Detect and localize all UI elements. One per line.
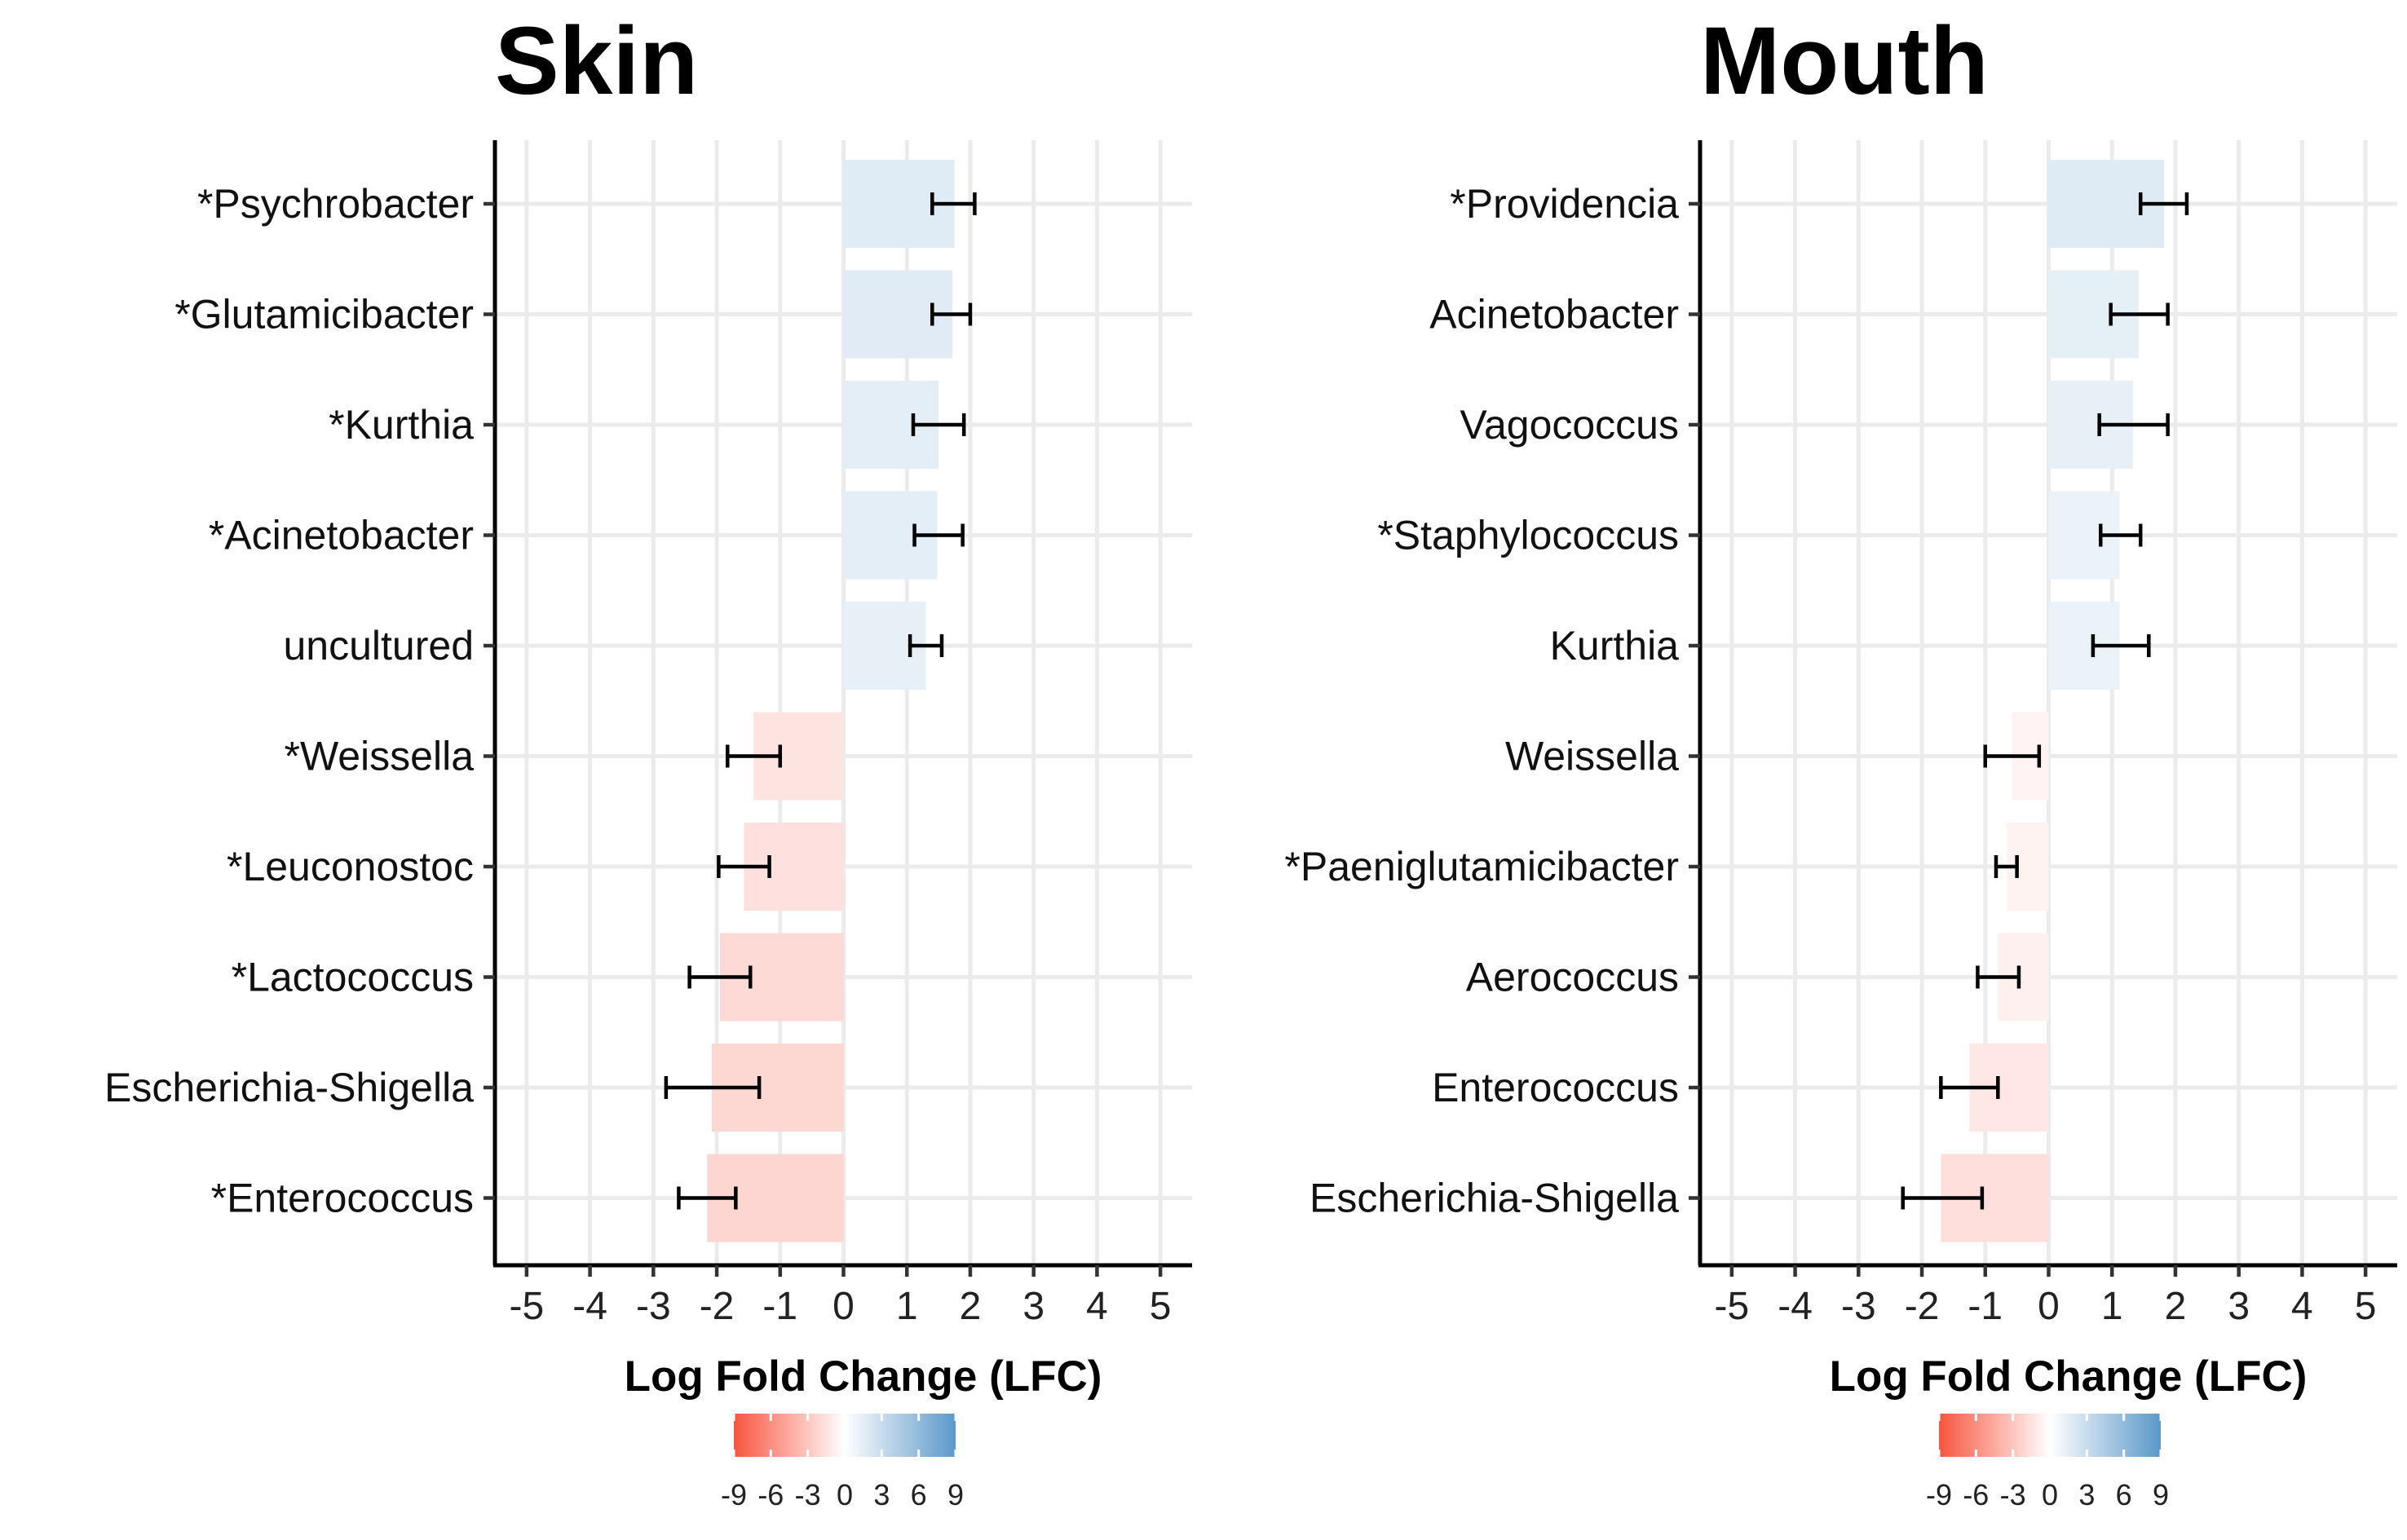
colorbar-tick-label: 6 bbox=[911, 1478, 927, 1511]
errorbar-psychrobacter bbox=[930, 192, 977, 215]
category-label: Enterococcus bbox=[1432, 1065, 1679, 1110]
category-label: *Kurthia bbox=[329, 402, 474, 448]
category-label: *Psychrobacter bbox=[197, 181, 474, 227]
errorbar-kurthia bbox=[911, 413, 966, 436]
x-tick-label: -4 bbox=[572, 1285, 607, 1328]
errorbar-lactococcus bbox=[687, 965, 753, 989]
category-label: *Glutamicibacter bbox=[174, 292, 474, 338]
x-tick-label: 4 bbox=[1086, 1285, 1108, 1328]
errorbar-enterococcus bbox=[677, 1186, 738, 1210]
colorbar-tick-label: 0 bbox=[2042, 1478, 2058, 1511]
errorbar-enterococcus bbox=[1939, 1076, 2000, 1099]
errorbar-acinetobacter bbox=[2109, 302, 2170, 326]
x-tick-label: -3 bbox=[1841, 1285, 1876, 1328]
errorbar-acinetobacter bbox=[912, 523, 965, 547]
x-tick-label: 5 bbox=[2355, 1285, 2377, 1328]
colorbar-tick-label: -3 bbox=[2000, 1478, 2026, 1511]
mouth-panel: Mouth *Providencia Acinetobacter Vagococcus… bbox=[1284, 7, 2397, 1511]
x-tick-label: -2 bbox=[700, 1285, 735, 1328]
colorbar-tick-label: -6 bbox=[757, 1478, 784, 1511]
x-tick-label: -1 bbox=[762, 1285, 797, 1328]
errorbar-weissella bbox=[726, 744, 783, 768]
colorbar-tick-label: 3 bbox=[873, 1478, 890, 1511]
mouth-title: Mouth bbox=[1700, 7, 1989, 115]
x-tick-label: -5 bbox=[510, 1285, 545, 1328]
errorbar-glutamicibacter bbox=[930, 302, 973, 326]
category-label: *Staphylococcus bbox=[1377, 513, 1679, 558]
errorbar-paeniglutamicibacter bbox=[1994, 855, 2019, 878]
colorbar-tick-label: -3 bbox=[795, 1478, 821, 1511]
category-label: Escherichia-Shigella bbox=[104, 1065, 474, 1110]
x-tick-label: 3 bbox=[2228, 1285, 2250, 1328]
x-tick-label: -5 bbox=[1715, 1285, 1750, 1328]
x-tick-label: 2 bbox=[2165, 1285, 2187, 1328]
skin-title: Skin bbox=[495, 7, 698, 115]
errorbar-uncultured bbox=[908, 634, 944, 657]
x-tick-label: -3 bbox=[636, 1285, 671, 1328]
x-tick-label: -1 bbox=[1968, 1285, 2003, 1328]
errorbar-staphylococcus bbox=[2098, 523, 2143, 547]
colorbar-tick-label: -9 bbox=[721, 1478, 747, 1511]
errorbar-kurthia bbox=[2091, 634, 2151, 657]
x-tick-label: 0 bbox=[833, 1285, 855, 1328]
category-label: *Leuconostoc bbox=[227, 844, 474, 889]
colorbar-tick-label: 6 bbox=[2116, 1478, 2132, 1511]
x-tick-label: 0 bbox=[2038, 1285, 2060, 1328]
errorbar-aerococcus bbox=[1976, 965, 2021, 989]
category-label: *Paeniglutamicibacter bbox=[1284, 844, 1679, 889]
colorbar-tick-label: 9 bbox=[2153, 1478, 2169, 1511]
x-tick-label: 5 bbox=[1150, 1285, 1172, 1328]
skin-colorbar-legend: -9 -6 -3 0 3 6 9 bbox=[721, 1414, 964, 1511]
errorbar-leuconostoc bbox=[717, 855, 771, 878]
mouth-x-axis-title: Log Fold Change (LFC) bbox=[1830, 1352, 2308, 1401]
x-tick-label: -2 bbox=[1905, 1285, 1940, 1328]
category-label: *Enterococcus bbox=[211, 1176, 474, 1221]
colorbar-tick-label: -6 bbox=[1963, 1478, 1989, 1511]
colorbar-tick-label: 9 bbox=[947, 1478, 964, 1511]
category-label: uncultured bbox=[284, 623, 475, 669]
x-tick-label: -4 bbox=[1778, 1285, 1813, 1328]
category-label: Aerococcus bbox=[1466, 955, 1679, 1000]
category-label: Acinetobacter bbox=[1429, 292, 1679, 338]
category-label: *Weissella bbox=[285, 734, 475, 779]
errorbar-escherichia-shigella bbox=[664, 1076, 762, 1099]
errorbar-weissella bbox=[1983, 744, 2042, 768]
x-tick-label: 2 bbox=[960, 1285, 982, 1328]
category-label: *Lactococcus bbox=[232, 955, 474, 1000]
x-tick-label: 1 bbox=[896, 1285, 918, 1328]
skin-panel: Skin *Psychrobacter *Glutamicibacter *Kurth… bbox=[104, 7, 1192, 1511]
x-tick-label: 1 bbox=[2101, 1285, 2123, 1328]
skin-x-axis-title: Log Fold Change (LFC) bbox=[625, 1352, 1102, 1401]
x-tick-label: 3 bbox=[1022, 1285, 1045, 1328]
x-tick-label: 4 bbox=[2291, 1285, 2313, 1328]
category-label: Kurthia bbox=[1550, 623, 1680, 669]
category-label: Vagococcus bbox=[1460, 402, 1679, 448]
colorbar-tick-label: -9 bbox=[1926, 1478, 1952, 1511]
errorbar-escherichia-shigella bbox=[1901, 1186, 1985, 1210]
mouth-colorbar-legend: -9 -6 -3 0 3 6 9 bbox=[1926, 1414, 2169, 1511]
category-label: Escherichia-Shigella bbox=[1309, 1176, 1679, 1221]
colorbar-tick-label: 0 bbox=[837, 1478, 853, 1511]
errorbar-providencia bbox=[2138, 192, 2189, 215]
category-label: Weissella bbox=[1505, 734, 1679, 779]
errorbar-vagococcus bbox=[2097, 413, 2170, 436]
colorbar-tick-label: 3 bbox=[2078, 1478, 2095, 1511]
category-label: *Acinetobacter bbox=[209, 513, 474, 558]
category-label: *Providencia bbox=[1450, 181, 1679, 227]
